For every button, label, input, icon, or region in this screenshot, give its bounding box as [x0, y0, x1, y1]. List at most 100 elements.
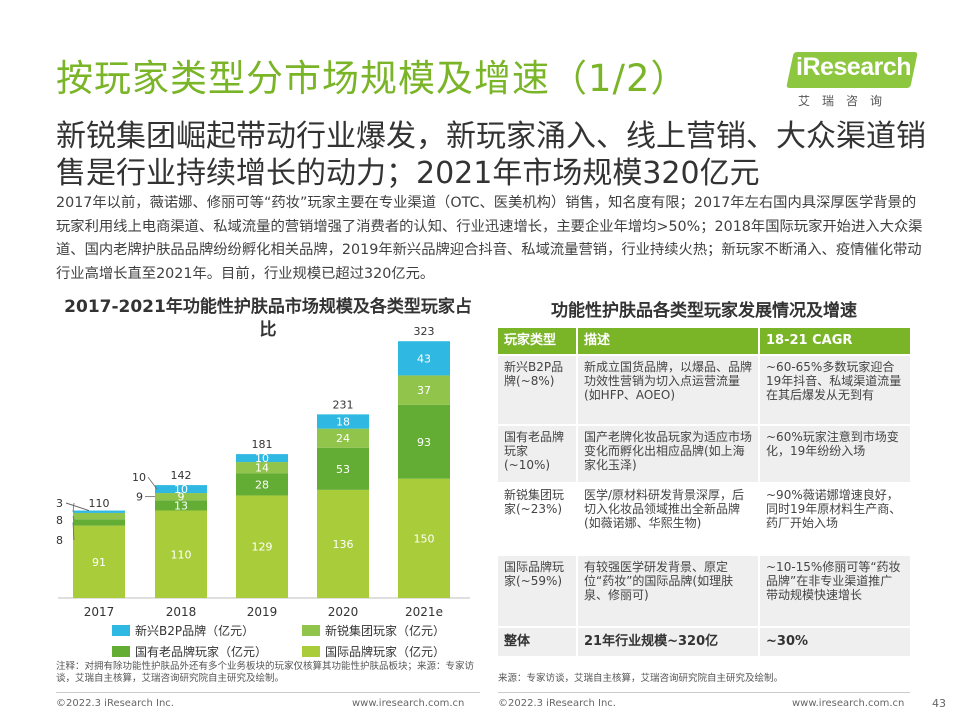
type-cell: 新兴B2P品牌(~8%)	[498, 356, 578, 424]
cagr-cell: ~60%玩家注意到市场变化，19年纷纷入场	[760, 426, 910, 482]
total-desc: 21年行业规模~320亿	[578, 628, 760, 656]
headline: 新锐集团崛起带动行业爆发，新玩家涌入、线上营销、大众渠道销售是行业持续增长的动力…	[56, 119, 926, 191]
legend-label: 国有老品牌玩家（亿元）	[135, 645, 268, 659]
bar-segment	[73, 512, 125, 520]
leader-line	[72, 522, 75, 541]
data-label: 8	[56, 534, 63, 547]
bar-segment	[236, 462, 288, 474]
total-label: 181	[252, 438, 273, 451]
table-total-row: 整体 21年行业规模~320亿 ~30%	[498, 628, 910, 658]
bar-segment	[73, 525, 125, 598]
bar-segment	[398, 375, 450, 405]
chart-note: 注释：对拥有除功能性护肤品外还有多个业务板块的玩家仅核算其功能性护肤品板块；来源…	[56, 661, 475, 684]
desc-cell: 新成立国货品牌，以爆品、品牌功效性营销为切入点运营流量(如HFP、AOEO)	[578, 356, 760, 424]
copyright: ©2022.3 iResearch Inc.	[56, 698, 174, 709]
data-label: 136	[333, 538, 354, 551]
type-cell: 新锐集团玩家(~23%)	[498, 484, 578, 554]
data-label: 129	[252, 541, 273, 554]
data-label: 37	[417, 384, 431, 397]
bar-segment	[317, 489, 369, 598]
page-title: 按玩家类型分市场规模及增速（1/2）	[56, 57, 689, 100]
bar-segment	[398, 478, 450, 598]
table-header-row: 玩家类型 描述 18-21 CAGR	[498, 328, 910, 356]
leader-line	[72, 502, 75, 512]
leader-line	[65, 502, 90, 512]
x-tick-label: 2021e	[405, 605, 443, 619]
copyright: ©2022.3 iResearch Inc.	[498, 698, 616, 709]
intro-paragraph: 2017年以前，薇诺娜、修丽可等“药妆”玩家主要在专业渠道（OTC、医美机构）销…	[56, 195, 923, 282]
bar-segment	[398, 404, 450, 479]
header-cell: 描述	[578, 328, 760, 354]
table-title: 功能性护肤品各类型玩家发展情况及增速	[551, 301, 857, 321]
table-row: 国有老品牌玩家(~10%) 国产老牌化妆品玩家为适应市场变化而孵化出相应品牌(如…	[498, 426, 910, 484]
total-label: 231	[333, 398, 354, 411]
legend-label: 新兴B2P品牌（亿元）	[135, 624, 255, 638]
cagr-cell: ~60-65%多数玩家迎合19年抖音、私域渠道流量在其后爆发从无到有	[760, 356, 910, 424]
bar-segment	[155, 485, 207, 494]
data-label: 93	[417, 436, 431, 449]
chart-title: 2017-2021年功能性护肤品市场规模及各类型玩家占比	[64, 297, 472, 340]
page-number: 43	[932, 697, 946, 710]
cagr-cell: ~10-15%修丽可等“药妆品牌”在非专业渠道推广带动规模快速增长	[760, 556, 910, 626]
bar-segment	[73, 510, 125, 513]
player-table: 玩家类型 描述 18-21 CAGR 新兴B2P品牌(~8%) 新成立国货品牌，…	[498, 328, 910, 658]
data-label: 18	[336, 416, 350, 429]
bar-segment	[155, 500, 207, 511]
data-label: 43	[417, 352, 431, 365]
legend-item-guoji: 国际品牌玩家（亿元）	[302, 643, 445, 660]
leader-line	[147, 476, 158, 490]
type-cell: 国际品牌玩家(~59%)	[498, 556, 578, 626]
data-label: 8	[56, 514, 63, 527]
desc-cell: 国产老牌化妆品玩家为适应市场变化而孵化出相应品牌(如上海家化玉泽)	[578, 426, 760, 482]
desc-cell: 有较强医学研发背景、原定位“药妆”的国际品牌(如理肤泉、修丽可)	[578, 556, 760, 626]
x-tick-label: 2019	[247, 605, 278, 619]
bar-segment	[236, 473, 288, 496]
bar-segment	[398, 341, 450, 376]
data-label: 10	[255, 452, 269, 465]
data-label: 14	[255, 462, 269, 475]
bar-segment	[236, 495, 288, 598]
iresearch-logo: iResearch 艾瑞咨询	[786, 50, 920, 112]
website-link[interactable]: www.iresearch.com.cn	[352, 698, 465, 709]
bar-segment	[317, 428, 369, 448]
legend-swatch	[112, 625, 130, 636]
data-label: 10	[132, 471, 146, 484]
data-label: 110	[171, 548, 192, 561]
cagr-cell: ~90%薇诺娜增速良好，同时19年原材料生产商、药厂开始入场	[760, 484, 910, 554]
website-link[interactable]: www.iresearch.com.cn	[792, 698, 905, 709]
x-tick-label: 2020	[328, 605, 359, 619]
header-cell: 玩家类型	[498, 328, 578, 354]
leader-line	[72, 516, 75, 521]
legend-item-laopai: 国有老品牌玩家（亿元）	[112, 643, 267, 660]
footer-divider	[56, 692, 480, 693]
data-label: 10	[174, 483, 188, 496]
data-label: 24	[336, 432, 350, 445]
legend-label: 新锐集团玩家（亿元）	[325, 624, 446, 638]
data-label: 150	[414, 532, 435, 545]
data-label: 13	[174, 499, 188, 512]
legend-swatch	[302, 646, 320, 657]
data-label: 9	[136, 491, 143, 504]
x-tick-label: 2017	[84, 605, 115, 619]
table-row: 新锐集团玩家(~23%) 医学/原材料研发背景深厚，后切入化妆品领域推出全新品牌…	[498, 484, 910, 556]
x-tick-label: 2018	[166, 605, 197, 619]
legend-swatch	[302, 625, 320, 636]
type-cell: 国有老品牌玩家(~10%)	[498, 426, 578, 482]
table-source: 来源：专家访谈，艾瑞自主核算，艾瑞咨询研究院自主研究及绘制。	[498, 673, 784, 684]
bar-segment	[236, 454, 288, 463]
total-cagr: ~30%	[760, 628, 910, 656]
total-label: 110	[89, 497, 110, 510]
legend-label: 国际品牌玩家（亿元）	[325, 645, 446, 659]
data-label: 53	[336, 463, 350, 476]
legend-item-b2p: 新兴B2P品牌（亿元）	[112, 622, 254, 639]
bar-segment	[155, 493, 207, 501]
table-row: 国际品牌玩家(~59%) 有较强医学研发背景、原定位“药妆”的国际品牌(如理肤泉…	[498, 556, 910, 628]
data-label: 91	[92, 556, 106, 569]
total-label: 整体	[498, 628, 578, 656]
logo-text: iResearch	[796, 53, 912, 81]
total-label: 142	[171, 469, 192, 482]
table-row: 新兴B2P品牌(~8%) 新成立国货品牌，以爆品、品牌功效性营销为切入点运营流量…	[498, 356, 910, 426]
data-label: 3	[56, 497, 63, 510]
legend-swatch	[112, 646, 130, 657]
